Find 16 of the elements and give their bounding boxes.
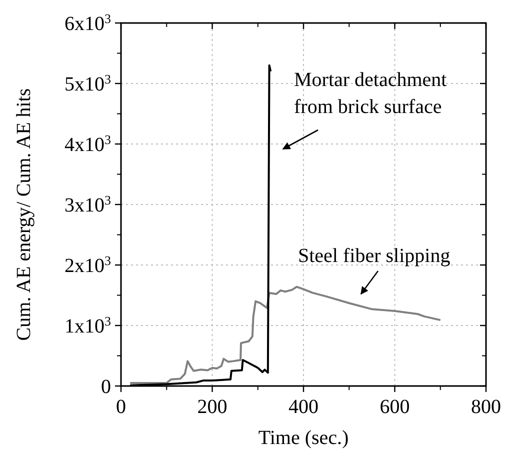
y-tick-label: 5x10$^{3}$ bbox=[64, 71, 111, 96]
y-tick-label: 6x10$^{3}$ bbox=[64, 10, 111, 35]
x-tick-label: 0 bbox=[116, 396, 126, 418]
x-tick-label: 800 bbox=[471, 396, 501, 418]
y-tick-label: 1x10$^{3}$ bbox=[64, 313, 111, 338]
y-tick-label: 2x10$^{3}$ bbox=[64, 252, 111, 277]
x-tick-label: 600 bbox=[380, 396, 410, 418]
x-axis-title: Time (sec.) bbox=[258, 427, 349, 449]
x-tick-label: 400 bbox=[288, 396, 318, 418]
annotation: Mortar detachment from brick surface bbox=[294, 69, 448, 118]
y-tick-label: 4x10$^{3}$ bbox=[64, 132, 111, 156]
x-tick-label: 200 bbox=[197, 396, 228, 418]
annotation: Steel fiber slipping bbox=[298, 245, 450, 267]
y-tick-label: 0 bbox=[101, 376, 111, 398]
y-axis-title: Cum. AE energy/ Cum. AE hits bbox=[13, 88, 35, 341]
y-tick-label: 3x10$^{3}$ bbox=[64, 192, 111, 216]
